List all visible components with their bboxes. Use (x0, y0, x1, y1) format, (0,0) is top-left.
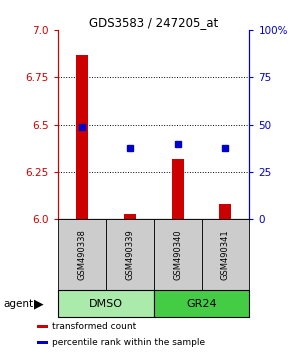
Bar (220, 204, 231, 219)
Bar (76, 55, 88, 219)
FancyBboxPatch shape (202, 219, 249, 290)
Bar (37, 325, 48, 328)
Text: GSM490339: GSM490339 (125, 229, 134, 280)
Bar (124, 214, 136, 219)
Title: GDS3583 / 247205_at: GDS3583 / 247205_at (89, 16, 218, 29)
Text: GSM490338: GSM490338 (77, 229, 86, 280)
FancyBboxPatch shape (58, 290, 154, 317)
Bar (172, 159, 184, 219)
FancyBboxPatch shape (58, 219, 106, 290)
FancyBboxPatch shape (154, 219, 202, 290)
Text: transformed count: transformed count (52, 322, 136, 331)
FancyBboxPatch shape (106, 219, 154, 290)
Text: percentile rank within the sample: percentile rank within the sample (52, 338, 205, 347)
Text: agent: agent (3, 298, 33, 309)
Text: GR24: GR24 (186, 298, 217, 309)
Text: GSM490341: GSM490341 (221, 229, 230, 280)
FancyBboxPatch shape (154, 290, 249, 317)
Text: ▶: ▶ (34, 297, 44, 310)
Text: GSM490340: GSM490340 (173, 229, 182, 280)
Bar (37, 341, 48, 344)
Text: DMSO: DMSO (89, 298, 123, 309)
